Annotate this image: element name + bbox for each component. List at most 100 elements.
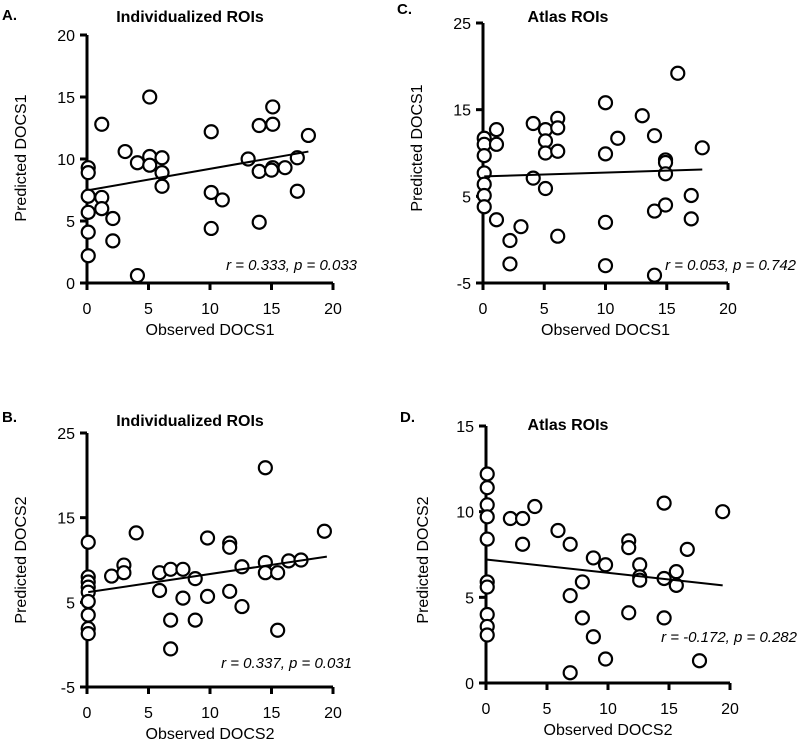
panel-c-data-point bbox=[610, 130, 626, 146]
panel-a-data-point bbox=[80, 204, 96, 220]
panel-a-data-point bbox=[263, 162, 280, 178]
panel-b-data-point bbox=[80, 626, 96, 642]
panel-b-data-point bbox=[175, 590, 191, 606]
panel-d-regression-line bbox=[487, 558, 723, 587]
panel-c-data-point bbox=[646, 128, 663, 144]
panel-d-y-axis-label: Predicted DOCS2 bbox=[415, 496, 432, 623]
panel-d-data-point bbox=[597, 651, 614, 667]
panel-d-x-tick-label: 10 bbox=[599, 701, 617, 718]
panel-a-data-point bbox=[265, 99, 281, 115]
panel-a-data-point bbox=[142, 89, 158, 105]
panel-c-data-point bbox=[646, 267, 663, 283]
panel-b-label: B. bbox=[2, 409, 17, 426]
panel-b-data-point bbox=[234, 598, 250, 615]
panel-c-data-point bbox=[513, 219, 529, 235]
panel-b-x-tick-label: 15 bbox=[263, 705, 281, 722]
panel-d-data-point bbox=[679, 541, 695, 557]
panel-c-data-point bbox=[488, 212, 505, 228]
panel-c-data-point bbox=[683, 187, 699, 204]
panel-b-x-tick-label: 0 bbox=[83, 705, 92, 722]
panel-c-data-point bbox=[488, 122, 505, 138]
panel-a-data-point bbox=[289, 183, 305, 199]
panel-d-y-tick-label: 0 bbox=[465, 676, 474, 693]
panel-b-data-point bbox=[199, 530, 216, 546]
panel-c-y-tick-label: -5 bbox=[457, 276, 471, 293]
panel-c-label: C. bbox=[397, 1, 412, 18]
panel-d-data-point bbox=[668, 564, 684, 580]
panel-a-data-point bbox=[80, 188, 96, 204]
panel-b-y-tick-label: 15 bbox=[57, 511, 75, 528]
panel-d-data-point bbox=[562, 588, 578, 604]
panel-c-data-point bbox=[657, 166, 674, 182]
panel-b-data-point bbox=[163, 561, 179, 577]
panel-d-label: D. bbox=[400, 409, 415, 426]
panel-d-data-point bbox=[479, 531, 495, 547]
panel-d-y-tick-label: 15 bbox=[456, 419, 474, 436]
panel-b-data-point bbox=[234, 559, 250, 575]
panel-a-x-tick-label: 0 bbox=[83, 301, 92, 318]
panel-d-data-point bbox=[621, 605, 637, 621]
panel-b-data-point bbox=[222, 583, 238, 599]
panel-b-regression-line bbox=[88, 555, 327, 594]
panel-b-data-point bbox=[187, 612, 203, 628]
panel-b-data-point bbox=[270, 565, 286, 581]
panel-d-data-point bbox=[479, 627, 495, 643]
panel-d-data-point bbox=[656, 495, 672, 511]
panel-b-data-point bbox=[163, 612, 179, 628]
panel-a-data-point bbox=[265, 116, 281, 132]
panel-c-stat-annotation: r = 0.053, p = 0.742 bbox=[665, 257, 797, 274]
panel-a-data-point bbox=[80, 224, 96, 240]
panel-d-data-point bbox=[562, 665, 578, 681]
panel-d-data-point bbox=[585, 550, 601, 566]
panel-b-data-point bbox=[80, 593, 96, 610]
panel-c-data-point bbox=[597, 214, 614, 230]
panel-b-x-axis-label: Observed DOCS2 bbox=[146, 726, 275, 743]
panel-c-data-point bbox=[476, 148, 492, 164]
panel-a-data-point bbox=[129, 155, 146, 171]
panel-a-data-point bbox=[203, 220, 219, 237]
panel-b-data-point bbox=[222, 539, 238, 555]
panel-a-y-tick-label: 20 bbox=[57, 28, 75, 45]
panel-c-data-point bbox=[525, 115, 541, 132]
panel-c-data-point bbox=[597, 146, 614, 162]
panel-c-data-point bbox=[537, 180, 554, 197]
panel-a-data-point bbox=[251, 163, 267, 179]
panel-b-data-point bbox=[175, 561, 191, 577]
panel-d-x-tick-label: 5 bbox=[543, 701, 552, 718]
panel-a-stat-annotation: r = 0.333, p = 0.033 bbox=[226, 257, 358, 274]
panel-d-x-axis-label: Observed DOCS2 bbox=[544, 722, 673, 739]
panel-b-x-tick-label: 10 bbox=[201, 705, 219, 722]
panel-b-data-point bbox=[163, 641, 179, 657]
panel-a-y-axis-label: Predicted DOCS1 bbox=[13, 94, 30, 221]
panel-c-y-tick-label: 15 bbox=[453, 103, 471, 120]
panel-a-label: A. bbox=[2, 7, 17, 24]
panel-b-data-point bbox=[80, 534, 96, 550]
panel-a-x-tick-label: 10 bbox=[201, 301, 219, 318]
panel-b-data-point bbox=[103, 568, 120, 584]
panel-c-x-tick-label: 5 bbox=[540, 301, 549, 318]
panel-d-data-point bbox=[691, 653, 708, 669]
panel-a-x-tick-label: 15 bbox=[263, 301, 281, 318]
panel-d-data-point bbox=[715, 504, 731, 520]
panel-c-data-point bbox=[502, 232, 518, 249]
panel-d-data-point bbox=[597, 557, 614, 573]
panel-d-data-point bbox=[479, 480, 495, 496]
panel-a-data-point bbox=[203, 184, 219, 201]
panel-c-data-point bbox=[597, 95, 614, 111]
panel-b-data-point bbox=[116, 565, 132, 581]
panel-a-data-point bbox=[300, 127, 316, 144]
panel-c-data-point bbox=[670, 65, 686, 81]
panel-a-data-point bbox=[203, 124, 219, 140]
panel-a-regression-line bbox=[89, 150, 309, 191]
panel-d-data-point bbox=[574, 610, 590, 626]
panel-b-data-point bbox=[257, 460, 273, 476]
panel-b-y-tick-label: 5 bbox=[66, 595, 75, 612]
panel-d-data-point bbox=[502, 510, 518, 527]
panel-c-data-point bbox=[550, 143, 566, 159]
panel-b-stat-annotation: r = 0.337, p = 0.031 bbox=[221, 655, 352, 672]
panel-a-data-point bbox=[142, 157, 158, 173]
panel-a-data-point bbox=[105, 210, 121, 227]
panel-d-data-point bbox=[514, 510, 531, 527]
panel-c-data-point bbox=[525, 170, 541, 186]
